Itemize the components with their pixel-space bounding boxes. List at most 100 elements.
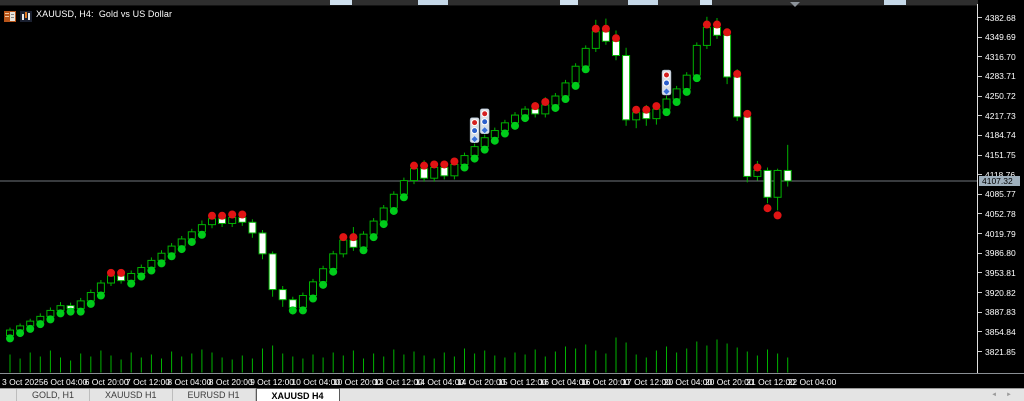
price-tick [978, 17, 982, 18]
price-tick [978, 95, 982, 97]
price-tick [978, 134, 982, 136]
price-tick [978, 272, 982, 274]
tab-gold-h1[interactable]: GOLD, H1 [16, 389, 91, 401]
buy-signal-dot [500, 129, 509, 138]
price-axis-label: 3821.85 [985, 346, 1016, 357]
buy-signal-dot [672, 97, 681, 106]
time-axis-label: 8 Oct 04:00 [167, 377, 212, 387]
candle-body [147, 259, 156, 269]
buy-signal-dot [127, 279, 136, 288]
chart-tab-bar: GOLD, H1 XAUUSD H1 EURUSD H1 XAUUSD H4 ◄ ► [0, 388, 1024, 401]
price-tick [978, 56, 982, 58]
price-tick [978, 292, 982, 294]
price-axis-label: 4283.71 [985, 71, 1016, 82]
sell-signal-dot [541, 97, 550, 106]
candle-body [571, 65, 580, 84]
price-axis-label: 3953.81 [985, 267, 1016, 278]
price-tick [978, 174, 982, 176]
buy-signal-dot [187, 237, 196, 246]
price-axis-label: 4052.78 [985, 208, 1016, 219]
sell-signal-dot [743, 109, 752, 118]
tab-xauusd-h4[interactable]: XAUUSD H4 [255, 388, 340, 401]
buy-signal-dot [288, 306, 297, 315]
sell-signal-dot [410, 161, 418, 170]
candle-body [278, 289, 287, 301]
buy-signal-dot [177, 245, 186, 254]
buy-signal-dot [298, 306, 307, 315]
marker-blue-dot-icon [663, 79, 670, 87]
price-axis-label: 4151.75 [985, 150, 1016, 161]
tab-xauusd-h1[interactable]: XAUUSD H1 [90, 389, 173, 401]
candle-body [652, 108, 661, 120]
candle-body [369, 220, 378, 235]
time-axis[interactable]: 3 Oct 2025 6 Oct 04:00 6 Oct 20:00 7 Oct 12… [0, 373, 1024, 388]
price-tick [978, 311, 982, 313]
time-axis-label: 16 Oct 20:00 [580, 377, 630, 387]
candle-body [692, 44, 701, 76]
tab-bar-spacer [0, 389, 16, 401]
marker-blue-diamond-icon [480, 126, 489, 135]
candle-body [773, 169, 782, 198]
tab-scroll-left-icon[interactable]: ◄ [991, 392, 998, 398]
buy-signal-dot [167, 252, 176, 261]
candle-body [157, 252, 166, 261]
buy-signal-dot [359, 246, 368, 255]
candle-body [420, 168, 429, 179]
window-menu-icon[interactable] [4, 9, 16, 22]
candle-body [258, 232, 267, 255]
buy-signal-dot [379, 220, 388, 229]
tab-eurusd-h1[interactable]: EURUSD H1 [173, 389, 256, 401]
sell-signal-dot [107, 268, 115, 277]
buy-signal-dot [86, 299, 95, 308]
price-axis-label: 4250.72 [985, 91, 1016, 102]
candle-body [763, 169, 772, 198]
candle-body [612, 40, 620, 57]
candle-body [450, 164, 459, 177]
time-axis-label: 6 Oct 20:00 [84, 377, 129, 387]
candle-body [581, 47, 590, 67]
candle-body [511, 114, 519, 124]
candle-body [430, 166, 439, 179]
sell-signal-dot [117, 268, 126, 277]
price-tick [978, 154, 982, 156]
candle-body [743, 116, 752, 177]
buy-signal-dot [389, 206, 398, 215]
candlestick-chart-icon[interactable] [20, 9, 32, 22]
time-axis-label: 15 Oct 12:00 [498, 377, 547, 387]
sell-signal-dot [632, 105, 641, 114]
buy-signal-dot [16, 329, 25, 338]
chart-canvas[interactable] [0, 0, 1024, 373]
current-price-tag: 4107.32 [979, 175, 1020, 186]
candle-body [389, 193, 398, 209]
price-axis-label: 3920.82 [985, 287, 1016, 298]
price-axis-label: 3887.83 [985, 307, 1016, 318]
candle-body [551, 95, 560, 106]
price-tick [978, 75, 982, 77]
buy-signal-dot [6, 334, 14, 343]
candle-body [561, 82, 570, 97]
price-axis-label: 4217.73 [985, 110, 1016, 121]
candle-body [309, 281, 317, 297]
candle-body [601, 31, 610, 42]
candle-body [127, 272, 136, 282]
marker-red-dot-icon [471, 119, 479, 127]
sell-signal-dot [218, 211, 227, 220]
sell-signal-dot [773, 211, 782, 220]
price-axis[interactable]: 4382.68 4349.69 4316.70 4283.71 4250.72 4217.… [978, 0, 1024, 373]
time-axis-label: 8 Oct 20:00 [208, 377, 253, 387]
sell-signal-dot [228, 210, 237, 219]
sell-signal-dot [430, 160, 439, 169]
candle-body [177, 238, 186, 247]
candle-body [541, 104, 550, 115]
price-tick [978, 36, 982, 38]
time-axis-label: 14 Oct 20:00 [456, 377, 506, 387]
candle-body [197, 224, 206, 233]
candle-body [490, 130, 499, 139]
marker-blue-dot-icon [471, 127, 479, 135]
tab-scroll-right-icon[interactable]: ► [1006, 392, 1012, 398]
price-axis-label: 4118.76 [985, 169, 1016, 180]
buy-signal-dot [26, 324, 35, 333]
buy-signal-dot [571, 81, 580, 90]
candle-body [632, 112, 641, 121]
